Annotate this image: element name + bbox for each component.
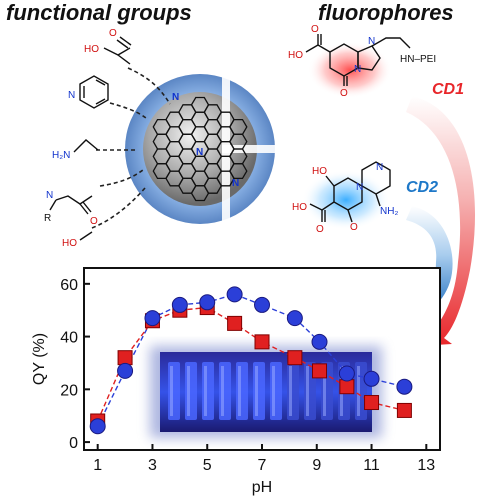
group-amine	[73, 139, 99, 153]
core-n-top: N	[172, 92, 179, 103]
data-point-1	[312, 363, 328, 379]
carboxyl-ho-label: HO	[84, 44, 99, 55]
data-point-1	[339, 379, 355, 395]
data-point-0	[286, 310, 303, 327]
fluor1-o-bottom: O	[340, 88, 348, 99]
data-point-1	[254, 334, 270, 350]
group-hydroxyl	[79, 231, 93, 241]
carbon-dot-particle: N N N	[125, 64, 288, 236]
fluor2-n-pyridine: N	[376, 162, 383, 173]
vial	[287, 362, 299, 420]
carboxyl-o-label: O	[109, 28, 117, 39]
fluor1-o-top: O	[311, 24, 319, 35]
x-tick-label: 5	[203, 457, 212, 474]
amide-n-label: N	[46, 190, 53, 201]
core-n-right: N	[232, 178, 239, 189]
vial	[270, 362, 282, 420]
tether-lines	[91, 67, 171, 229]
y-tick-label: 20	[60, 382, 78, 399]
fluor2-ho-acid: HO	[292, 202, 307, 213]
fluor2-n-ring: N	[356, 182, 363, 193]
data-point-0	[199, 294, 216, 311]
x-tick-label: 9	[312, 457, 321, 474]
fluorophore2-structure	[309, 161, 391, 223]
vial	[185, 362, 197, 420]
vial	[219, 362, 231, 420]
data-point-1	[396, 402, 412, 418]
data-point-0	[226, 286, 243, 303]
x-axis-label: pH	[252, 479, 272, 496]
cd1-arrow	[406, 96, 476, 346]
group-carboxyl	[103, 36, 132, 65]
data-point-1	[364, 395, 380, 411]
data-point-1	[227, 315, 243, 331]
group-amide	[49, 195, 93, 215]
x-tick-label: 13	[417, 457, 435, 474]
shell-cut-horizontal	[222, 145, 288, 153]
amide-r-label: R	[44, 213, 51, 224]
data-point-0	[338, 365, 355, 382]
amine-label: H₂N	[52, 150, 70, 161]
fluorophore1-glow	[308, 42, 392, 98]
amide-o-label: O	[90, 216, 98, 227]
pyridine-n-label: N	[68, 90, 75, 101]
heading-functional-groups: functional groups	[6, 0, 192, 25]
vial	[253, 362, 265, 420]
y-tick-label: 40	[60, 330, 78, 347]
y-tick-label: 0	[69, 435, 78, 452]
hydroxyl-label: HO	[62, 238, 77, 249]
data-point-0	[396, 378, 413, 395]
group-pyridine	[79, 75, 109, 109]
vial	[168, 362, 180, 420]
data-point-0	[89, 418, 106, 435]
data-point-0	[254, 296, 270, 313]
fluor2-o-acid: O	[316, 224, 324, 235]
data-point-0	[144, 310, 161, 327]
fluorophore1-structure	[305, 34, 411, 86]
fluor1-ho: HO	[288, 50, 303, 61]
vial	[202, 362, 214, 420]
fluor1-n-fused: N	[354, 64, 361, 75]
y-axis-label: QY (%)	[31, 333, 48, 385]
vial	[355, 362, 367, 420]
core-n-center: N	[196, 147, 203, 158]
y-tick-label: 60	[60, 277, 78, 294]
vials-inset-photo	[150, 346, 382, 438]
vial	[236, 362, 248, 420]
data-point-0	[363, 370, 380, 387]
x-tick-label: 1	[93, 457, 102, 474]
fluor1-hn-pei: HN–PEI	[400, 54, 436, 65]
x-tick-label: 3	[148, 457, 157, 474]
heading-fluorophores: fluorophores	[318, 0, 454, 25]
cd1-label: CD1	[432, 81, 464, 98]
graphene-lattice	[152, 96, 248, 202]
data-point-1	[287, 350, 303, 366]
data-point-0	[117, 362, 134, 379]
data-point-0	[171, 296, 188, 313]
x-tick-label: 11	[363, 457, 380, 474]
fluor2-nh2: NH₂	[380, 206, 398, 217]
data-point-1	[117, 350, 133, 366]
data-point-0	[311, 333, 328, 350]
fluor1-n-ring: N	[368, 36, 375, 47]
cd2-label: CD2	[406, 179, 438, 196]
fluorophore2-glow	[302, 170, 390, 230]
x-tick-label: 7	[258, 457, 267, 474]
fluor2-oh: HO	[312, 166, 327, 177]
fluor2-o-ring: O	[350, 222, 358, 233]
